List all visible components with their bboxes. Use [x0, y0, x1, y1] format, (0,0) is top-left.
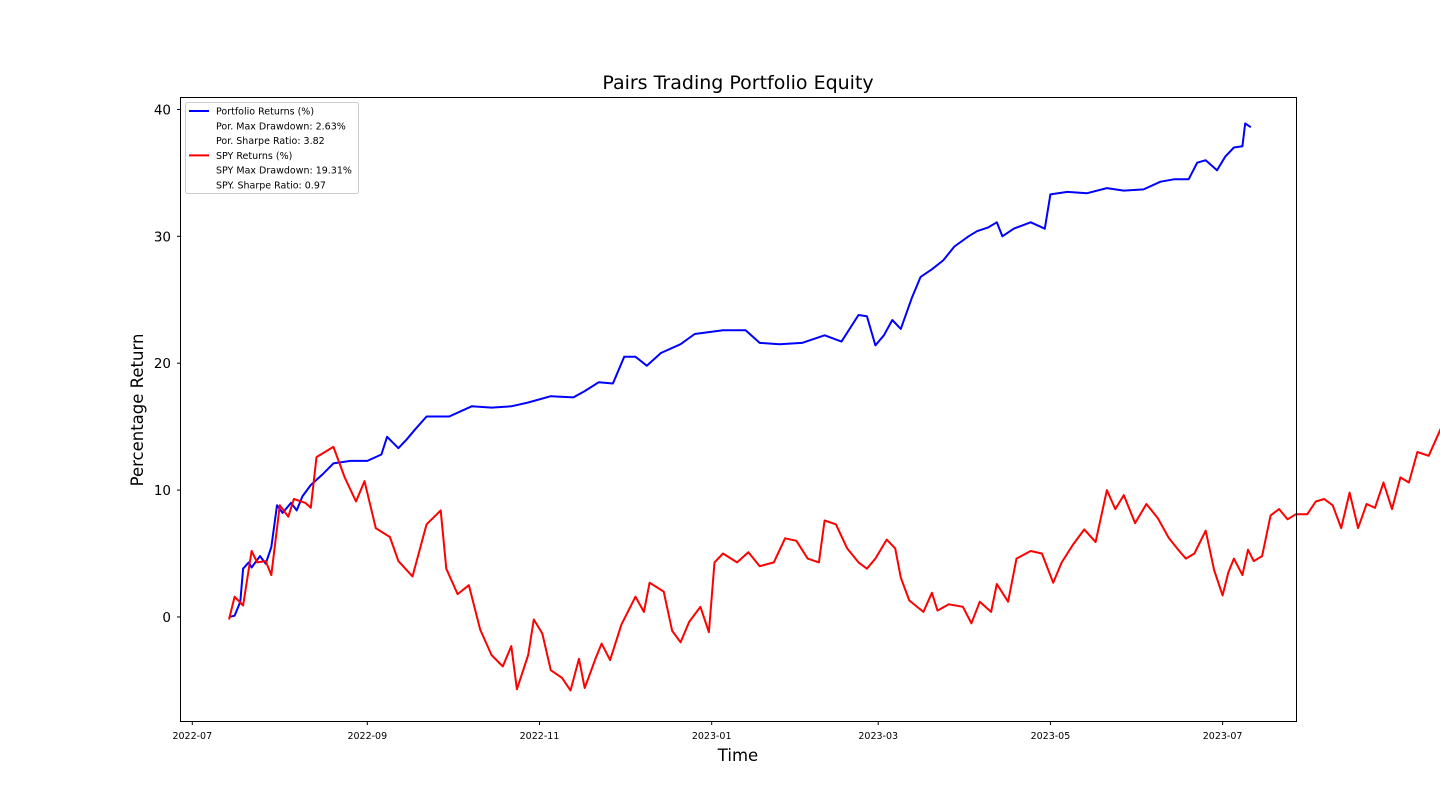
legend-entries: Portfolio Returns (%) Por. Max Drawdown: … — [189, 107, 352, 192]
legend-entry-label: SPY Max Drawdown: 19.31% — [216, 166, 352, 177]
y-tick-label: 40 — [154, 102, 171, 118]
x-tick-label: 2023-07 — [1203, 731, 1243, 742]
x-tick-label: 2022-11 — [520, 731, 560, 742]
portfolio-returns-line — [228, 122, 1252, 618]
x-tick-label: 2022-07 — [172, 731, 212, 742]
y-tick-label: 30 — [154, 229, 171, 245]
y-tick-label: 20 — [154, 356, 171, 372]
legend-box — [185, 102, 359, 194]
x-tick-label: 2023-01 — [692, 731, 732, 742]
x-tick-label: 2023-05 — [1031, 731, 1071, 742]
y-tick-label: 0 — [162, 610, 171, 626]
x-tick-label: 2023-03 — [858, 731, 898, 742]
axis-ticks: 2022-07 2022-09 2022-11 2023-01 2023-03 2023-… — [154, 102, 1243, 742]
spy-returns-line — [228, 427, 1440, 692]
x-axis-label: Time — [717, 746, 758, 765]
legend: Portfolio Returns (%) Por. Max Drawdown: … — [185, 102, 359, 194]
legend-entry-label: SPY. Sharpe Ratio: 0.97 — [216, 181, 326, 192]
legend-entry-label: Por. Max Drawdown: 2.63% — [216, 121, 346, 132]
legend-entry-label: Portfolio Returns (%) — [216, 107, 314, 118]
plot-area-frame — [180, 97, 1297, 722]
y-tick-label: 10 — [154, 483, 171, 499]
x-tick-label: 2022-09 — [347, 731, 387, 742]
chart-title: Pairs Trading Portfolio Equity — [602, 72, 873, 94]
y-axis-label: Percentage Return — [128, 334, 147, 487]
series-lines — [228, 122, 1440, 692]
legend-entry-label: SPY Returns (%) — [216, 151, 292, 162]
legend-entry-label: Por. Sharpe Ratio: 3.82 — [216, 136, 325, 147]
